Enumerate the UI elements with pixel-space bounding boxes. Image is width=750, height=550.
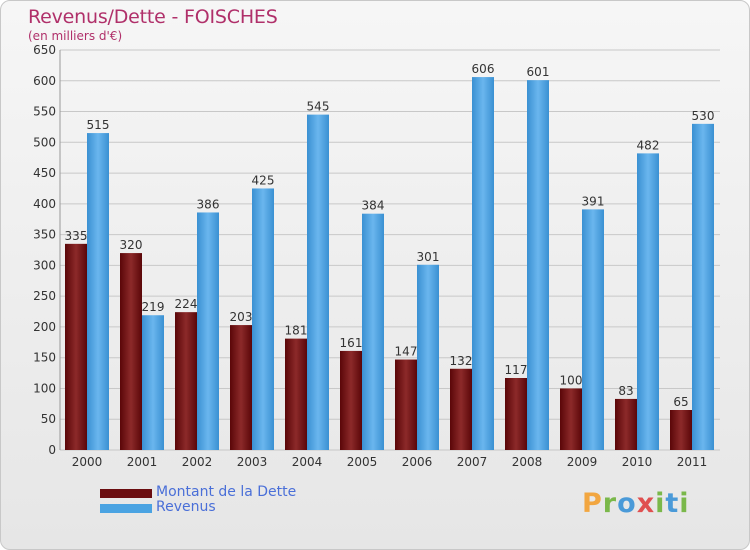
y-tick-label: 150 — [33, 351, 56, 365]
y-tick-label: 300 — [33, 258, 56, 272]
data-label-revenus-2001: 219 — [142, 300, 165, 314]
chart-subtitle: (en milliers d'€) — [28, 29, 123, 43]
bar-dette-2006 — [395, 359, 417, 450]
proxiti-logo: Proxiti — [582, 488, 690, 519]
bar-revenus-2003 — [252, 188, 274, 450]
bar-revenus-2011 — [692, 123, 714, 450]
legend-swatch-dette — [100, 489, 152, 498]
bar-revenus-2001 — [142, 315, 164, 450]
data-label-dette-2002: 224 — [175, 297, 198, 311]
data-label-revenus-2010: 482 — [637, 138, 660, 152]
bar-revenus-2009 — [582, 209, 604, 450]
bar-dette-2001 — [120, 253, 142, 450]
data-label-dette-2004: 181 — [285, 324, 308, 338]
y-tick-label: 350 — [33, 228, 56, 242]
y-tick-label: 50 — [41, 412, 56, 426]
x-tick-label: 2005 — [347, 455, 378, 469]
data-label-dette-2010: 83 — [618, 384, 633, 398]
x-tick-label: 2000 — [72, 455, 103, 469]
bar-dette-2009 — [560, 388, 582, 450]
x-tick-label: 2009 — [567, 455, 598, 469]
x-tick-label: 2011 — [677, 455, 708, 469]
data-label-dette-2000: 335 — [65, 229, 88, 243]
bar-revenus-2006 — [417, 264, 439, 450]
x-tick-label: 2003 — [237, 455, 268, 469]
data-label-revenus-2005: 384 — [362, 199, 385, 213]
data-label-revenus-2011: 530 — [692, 109, 715, 123]
bar-revenus-2010 — [637, 153, 659, 450]
x-tick-label: 2006 — [402, 455, 433, 469]
data-label-dette-2008: 117 — [505, 363, 528, 377]
data-label-dette-2006: 147 — [395, 345, 418, 359]
x-tick-label: 2002 — [182, 455, 213, 469]
bar-revenus-2004 — [307, 114, 329, 450]
bar-revenus-2005 — [362, 213, 384, 450]
data-label-revenus-2002: 386 — [197, 197, 220, 211]
bar-dette-2007 — [450, 368, 472, 450]
bar-dette-2000 — [65, 243, 87, 450]
y-tick-label: 450 — [33, 166, 56, 180]
x-tick-label: 2007 — [457, 455, 488, 469]
x-tick-label: 2001 — [127, 455, 158, 469]
bar-dette-2010 — [615, 398, 637, 450]
y-tick-label: 250 — [33, 289, 56, 303]
bar-revenus-2007 — [472, 77, 494, 451]
data-label-dette-2003: 203 — [230, 310, 253, 324]
y-tick-label: 400 — [33, 197, 56, 211]
chart-title: Revenus/Dette - FOISCHES — [28, 6, 278, 28]
data-label-dette-2005: 161 — [340, 336, 363, 350]
legend-swatch-revenus — [100, 504, 152, 513]
data-label-dette-2011: 65 — [673, 395, 688, 409]
bar-dette-2011 — [670, 410, 692, 450]
x-tick-label: 2004 — [292, 455, 323, 469]
data-label-dette-2009: 100 — [560, 373, 583, 387]
bar-dette-2004 — [285, 338, 307, 450]
bar-dette-2003 — [230, 325, 252, 450]
data-label-revenus-2004: 545 — [307, 100, 330, 114]
y-tick-label: 600 — [33, 74, 56, 88]
x-tick-label: 2010 — [622, 455, 653, 469]
data-label-revenus-2003: 425 — [252, 173, 275, 187]
y-tick-label: 100 — [33, 381, 56, 395]
data-label-revenus-2008: 601 — [527, 65, 550, 79]
data-label-revenus-2000: 515 — [87, 118, 110, 132]
bar-dette-2005 — [340, 350, 362, 450]
y-tick-label: 650 — [33, 43, 56, 57]
bar-revenus-2002 — [197, 212, 219, 450]
data-label-revenus-2007: 606 — [472, 62, 495, 76]
y-tick-label: 200 — [33, 320, 56, 334]
legend-label-dette: Montant de la Dette — [156, 484, 297, 500]
y-tick-label: 550 — [33, 105, 56, 119]
bar-dette-2002 — [175, 312, 197, 450]
bar-revenus-2000 — [87, 133, 109, 451]
data-label-dette-2007: 132 — [450, 354, 473, 368]
data-label-revenus-2006: 301 — [417, 250, 440, 264]
y-tick-label: 500 — [33, 135, 56, 149]
data-label-revenus-2009: 391 — [582, 194, 605, 208]
x-tick-label: 2008 — [512, 455, 543, 469]
bar-revenus-2008 — [527, 80, 549, 451]
bar-dette-2008 — [505, 378, 527, 450]
legend-label-revenus: Revenus — [156, 499, 216, 515]
y-tick-label: 0 — [48, 443, 56, 457]
data-label-dette-2001: 320 — [120, 238, 143, 252]
